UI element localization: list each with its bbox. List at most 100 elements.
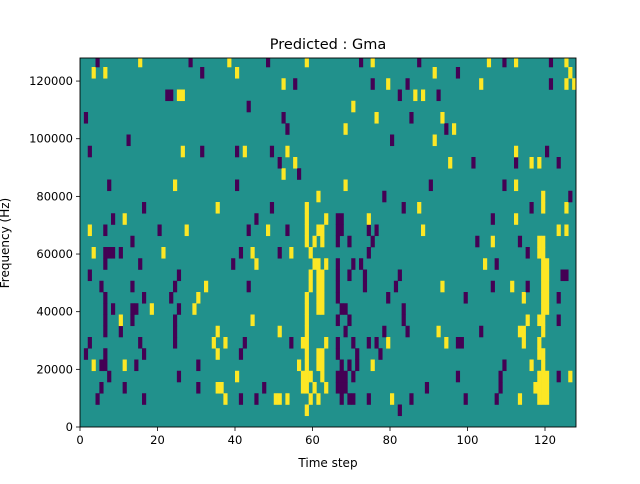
heatmap-cell-high: [417, 202, 422, 214]
heatmap-cell-high: [432, 67, 437, 79]
heatmap-cell-high: [304, 58, 309, 68]
heatmap-cell-high: [452, 123, 457, 135]
heatmap-cell-low: [111, 303, 116, 315]
x-tick-label: 120: [534, 433, 556, 447]
heatmap-cell-high: [541, 247, 546, 259]
heatmap-cell-low: [351, 370, 356, 383]
heatmap-cell-high: [215, 382, 220, 394]
heatmap-cell-low: [351, 337, 356, 349]
heatmap-cell-low: [335, 235, 340, 248]
heatmap-cell-high: [568, 67, 573, 79]
heatmap-cell-low: [103, 224, 108, 237]
heatmap-cell-low: [157, 224, 162, 237]
heatmap-cell-low: [285, 123, 290, 135]
heatmap-cell-low: [393, 280, 399, 293]
heatmap-cell-low: [351, 258, 356, 270]
y-tick-label: 0: [66, 420, 73, 434]
chart-title: Predicted : Gma: [270, 37, 386, 53]
heatmap-cell-low: [335, 370, 340, 383]
heatmap-cell-high: [517, 325, 523, 338]
heatmap-cell-low: [246, 100, 251, 113]
heatmap-cell-high: [91, 67, 96, 79]
heatmap-cell-low: [355, 348, 360, 360]
x-tick-label: 0: [76, 433, 83, 447]
heatmap-cell-high: [370, 359, 375, 372]
heatmap-cell-low: [103, 247, 108, 259]
heatmap-cell-low: [238, 247, 244, 259]
heatmap-cell-low: [409, 112, 414, 124]
heatmap-cell-low: [459, 337, 464, 349]
heatmap-cell-low: [277, 247, 282, 259]
heatmap-cell-high: [304, 224, 309, 237]
heatmap-cell-high: [308, 247, 313, 259]
heatmap-cell-low: [173, 314, 178, 327]
heatmap-cell-high: [122, 213, 127, 225]
heatmap-cell-high: [343, 179, 348, 192]
heatmap-cell-high: [386, 337, 391, 349]
heatmap-cell-low: [335, 269, 340, 282]
heatmap-cell-high: [285, 145, 290, 158]
heatmap-cell-high: [529, 359, 534, 372]
heatmap-cell-low: [498, 382, 503, 394]
heatmap-cell-low: [455, 370, 461, 383]
heatmap-cell-high: [304, 314, 309, 327]
heatmap-cell-high: [223, 393, 228, 405]
heatmap-cell-low: [494, 258, 499, 270]
heatmap-cell-low: [293, 78, 298, 90]
heatmap-cell-low: [173, 325, 178, 338]
heatmap-cell-low: [142, 393, 147, 405]
heatmap-cell-low: [130, 314, 135, 327]
heatmap-cell-low: [87, 145, 92, 158]
heatmap-cell-high: [308, 370, 313, 383]
heatmap-cell-low: [238, 348, 244, 360]
heatmap-cell-low: [339, 303, 344, 315]
heatmap-cell-low: [455, 67, 461, 79]
heatmap-cell-high: [448, 157, 453, 169]
heatmap-cell-low: [397, 404, 402, 417]
heatmap-cell-low: [169, 292, 174, 304]
heatmap-cell-low: [173, 280, 178, 293]
heatmap-cell-high: [545, 393, 550, 405]
heatmap-cell-low: [556, 292, 561, 304]
heatmap-cell-low: [479, 325, 484, 338]
heatmap-cell-low: [366, 247, 371, 259]
y-tick-label: 100000: [29, 132, 73, 146]
heatmap-cell-high: [285, 393, 290, 405]
heatmap-cell-high: [529, 157, 534, 169]
heatmap-cell-low: [176, 303, 182, 315]
heatmap-cell-high: [304, 325, 309, 338]
heatmap-cell-high: [370, 58, 375, 68]
heatmap-cell-high: [374, 112, 379, 124]
heatmap-cell-high: [254, 258, 259, 270]
heatmap-cell-high: [250, 247, 255, 259]
heatmap-cell-high: [541, 370, 546, 383]
heatmap-cell-high: [211, 337, 216, 349]
heatmap-cell-low: [83, 112, 89, 124]
heatmap-cell-high: [215, 348, 220, 360]
heatmap-cell-low: [95, 58, 100, 68]
heatmap-cells: [83, 58, 576, 417]
heatmap-cell-high: [304, 370, 309, 383]
heatmap-cell-low: [103, 314, 108, 327]
heatmap-cell-high: [343, 123, 348, 135]
heatmap-cell-low: [266, 58, 271, 68]
heatmap-cell-low: [517, 235, 523, 248]
heatmap-cell-low: [502, 179, 507, 192]
heatmap-cell-high: [541, 292, 546, 304]
heatmap-cell-low: [289, 337, 294, 349]
heatmap-cell-low: [351, 393, 356, 405]
heatmap-cell-high: [320, 292, 325, 304]
heatmap-cell-low: [285, 224, 290, 237]
heatmap-cell-high: [316, 280, 321, 293]
heatmap-cell-high: [556, 224, 561, 237]
heatmap-cell-low: [362, 280, 368, 293]
heatmap-cell-low: [335, 337, 340, 349]
heatmap-cell-low: [347, 235, 352, 248]
heatmap-cell-low: [238, 393, 244, 405]
heatmap-cell-high: [564, 202, 569, 214]
heatmap-cell-high: [242, 145, 247, 158]
y-tick-label: 40000: [36, 305, 73, 319]
heatmap-cell-high: [525, 314, 530, 327]
heatmap-cell-high: [320, 359, 325, 372]
heatmap-cell-high: [297, 359, 302, 372]
